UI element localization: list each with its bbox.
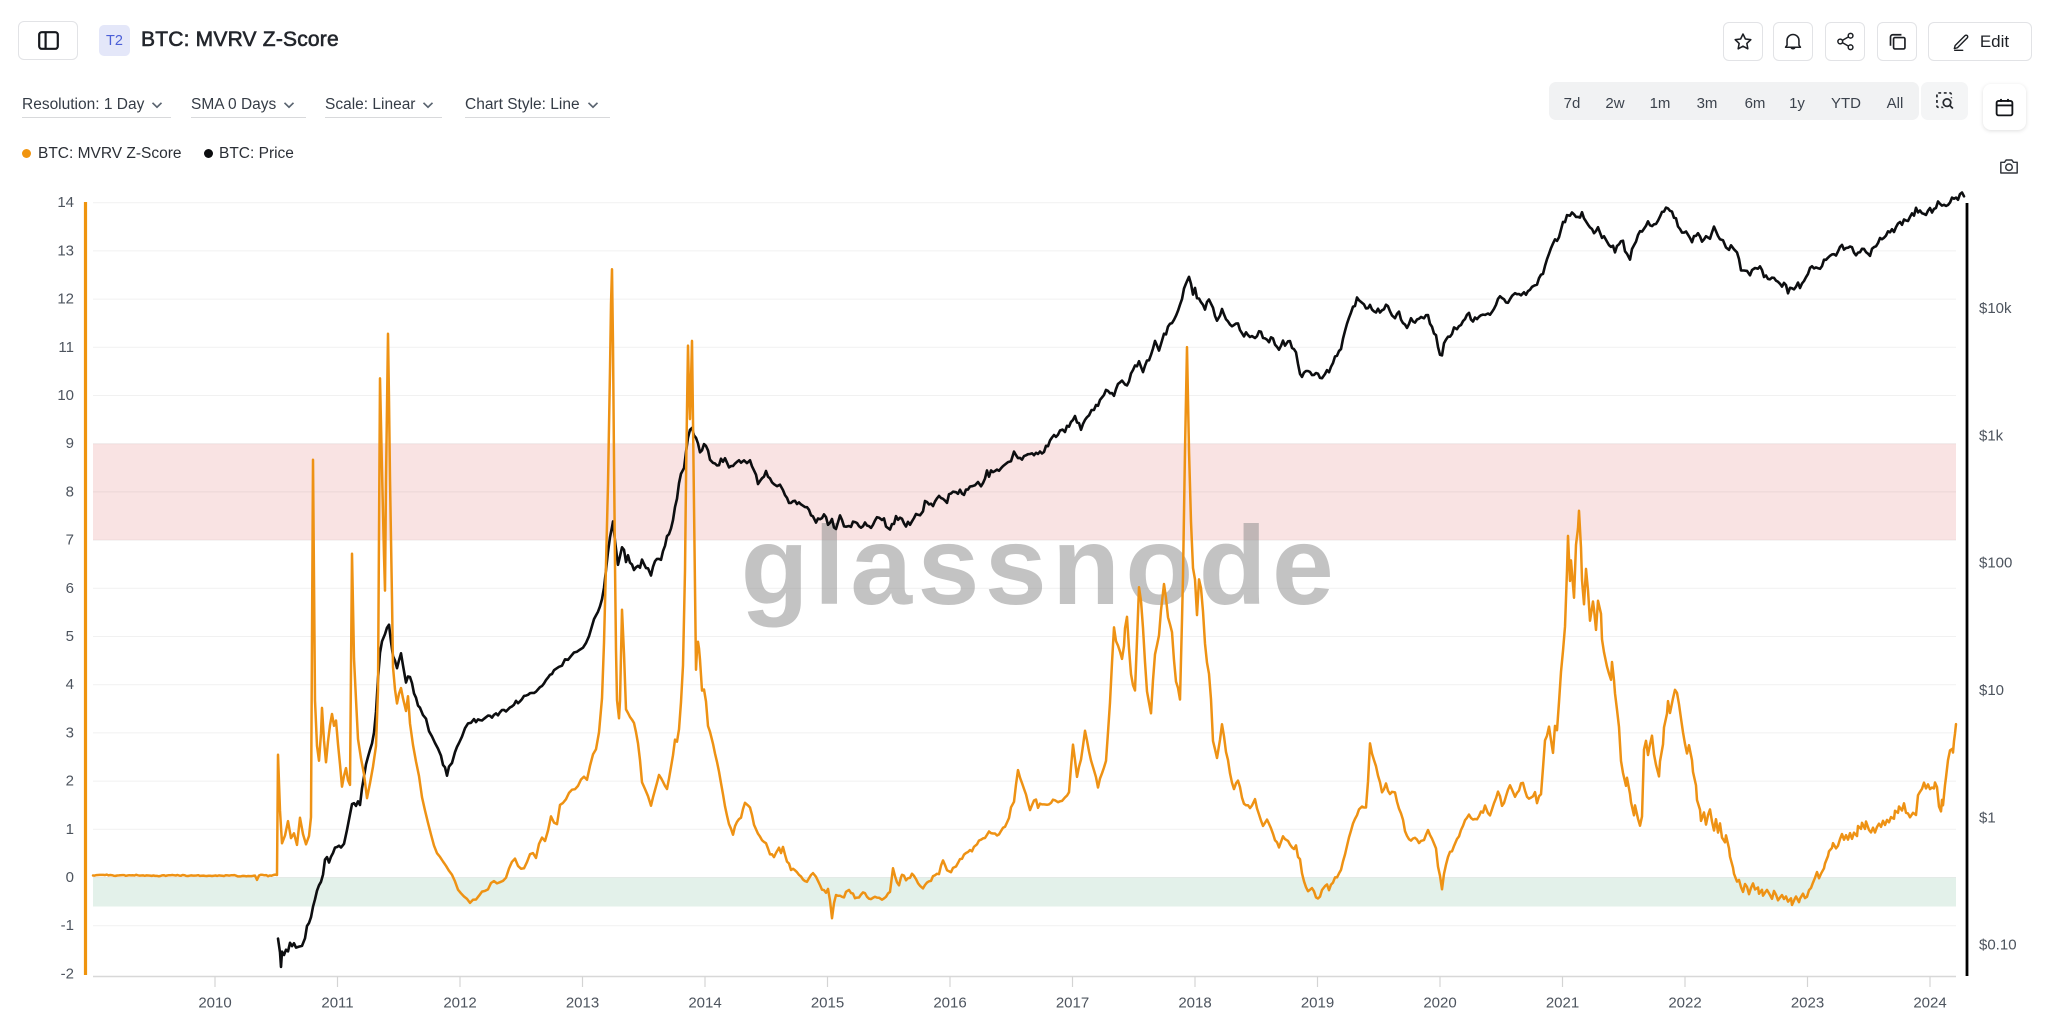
svg-text:8: 8 <box>66 483 74 500</box>
svg-text:11: 11 <box>58 339 74 356</box>
svg-text:$0.10: $0.10 <box>1979 937 2017 954</box>
svg-text:$1: $1 <box>1979 809 1996 826</box>
svg-text:9: 9 <box>66 435 74 452</box>
svg-text:6: 6 <box>66 580 74 597</box>
svg-text:2014: 2014 <box>688 995 721 1012</box>
svg-text:1: 1 <box>66 821 74 838</box>
svg-text:2013: 2013 <box>566 995 599 1012</box>
svg-text:2019: 2019 <box>1301 995 1334 1012</box>
svg-text:glassnode: glassnode <box>741 504 1339 628</box>
svg-text:14: 14 <box>57 194 74 211</box>
svg-text:2011: 2011 <box>321 995 353 1012</box>
svg-text:7: 7 <box>66 532 74 549</box>
svg-text:4: 4 <box>66 676 74 693</box>
svg-text:5: 5 <box>66 628 74 645</box>
svg-text:2016: 2016 <box>933 995 966 1012</box>
svg-text:13: 13 <box>57 242 74 259</box>
svg-text:-1: -1 <box>61 917 74 934</box>
svg-text:10: 10 <box>57 387 74 404</box>
svg-text:0: 0 <box>66 869 74 886</box>
svg-text:2022: 2022 <box>1668 995 1701 1012</box>
svg-text:2: 2 <box>66 773 74 790</box>
svg-text:-2: -2 <box>61 965 74 982</box>
svg-text:$1k: $1k <box>1979 427 2004 444</box>
svg-text:2021: 2021 <box>1546 995 1579 1012</box>
svg-text:2015: 2015 <box>811 995 844 1012</box>
svg-text:$100: $100 <box>1979 555 2012 572</box>
svg-text:2012: 2012 <box>443 995 476 1012</box>
svg-text:2017: 2017 <box>1056 995 1089 1012</box>
svg-text:$10k: $10k <box>1979 300 2012 317</box>
svg-text:$10: $10 <box>1979 682 2004 699</box>
svg-text:2020: 2020 <box>1423 995 1456 1012</box>
svg-text:3: 3 <box>66 724 74 741</box>
svg-text:12: 12 <box>57 291 74 308</box>
svg-text:2018: 2018 <box>1178 995 1211 1012</box>
svg-text:2023: 2023 <box>1791 995 1824 1012</box>
svg-text:2024: 2024 <box>1913 995 1946 1012</box>
svg-text:2010: 2010 <box>198 995 231 1012</box>
